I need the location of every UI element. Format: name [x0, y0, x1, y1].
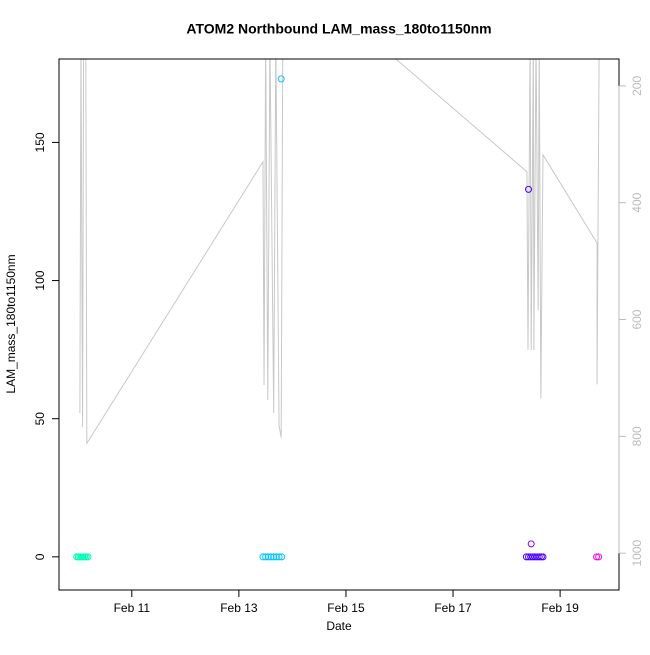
pressure-line — [79, 59, 600, 446]
y-tick-label: 100 — [33, 270, 47, 290]
x-tick-label: Feb 17 — [434, 601, 472, 615]
chart-title: ATOM2 Northbound LAM_mass_180to1150nm — [186, 21, 491, 37]
point — [278, 553, 286, 561]
point — [527, 540, 535, 548]
point — [593, 553, 601, 561]
point — [595, 553, 603, 561]
point — [539, 553, 547, 561]
point — [277, 75, 285, 83]
y2-tick-label: 800 — [630, 426, 644, 446]
y-tick-label: 0 — [33, 553, 47, 560]
y-tick-label: 150 — [33, 132, 47, 152]
point — [275, 553, 283, 561]
point — [262, 553, 270, 561]
x-tick-label: Feb 11 — [114, 601, 151, 615]
point — [84, 553, 92, 561]
point — [259, 553, 267, 561]
x-axis-label: Date — [326, 619, 352, 633]
point — [525, 185, 533, 193]
x-tick-label: Feb 13 — [220, 601, 258, 615]
y2-tick-label: 600 — [630, 309, 644, 329]
plot-area — [73, 59, 603, 561]
point — [264, 553, 272, 561]
y-axis-label: LAM_mass_180to1150nm — [4, 254, 18, 393]
y-tick-label: 50 — [33, 412, 47, 426]
y2-tick-label: 400 — [630, 192, 644, 212]
x-tick-label: Feb 19 — [541, 601, 579, 615]
point — [272, 553, 280, 561]
point — [535, 553, 543, 561]
y2-tick-label: 200 — [630, 76, 644, 96]
point — [270, 553, 278, 561]
x-tick-label: Feb 15 — [327, 601, 365, 615]
point — [267, 553, 275, 561]
y2-tick-label: 1000 — [630, 540, 644, 567]
